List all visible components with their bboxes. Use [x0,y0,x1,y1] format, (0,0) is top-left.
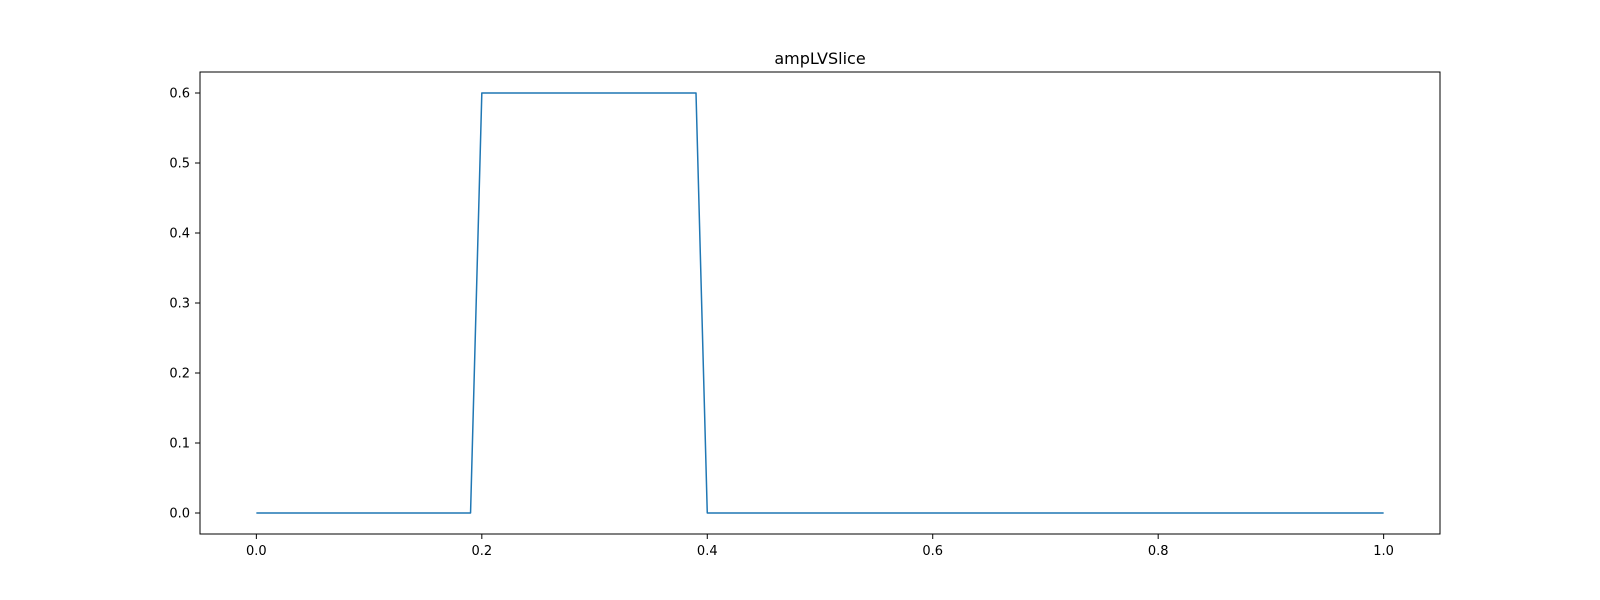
x-tick-label: 0.8 [1148,544,1169,559]
y-tick-label: 0.0 [169,507,190,522]
plot-area-frame [199,71,1441,535]
y-tick-label: 0.5 [169,157,190,172]
series-line [256,92,1384,514]
x-tick-label: 0.2 [471,544,492,559]
x-tick-label: 1.0 [1373,544,1394,559]
series-layer [256,92,1384,514]
x-axis: 0.0 0.2 0.4 0.6 0.8 1.0 [246,534,1394,559]
x-tick-label: 0.6 [922,544,943,559]
y-axis: 0.0 0.1 0.2 0.3 0.4 0.5 0.6 [169,87,200,522]
x-tick-label: 0.0 [246,544,267,559]
chart-title: ampLVSlice [774,49,865,68]
y-tick-label: 0.4 [169,227,190,242]
x-tick-label: 0.4 [697,544,718,559]
y-tick-label: 0.3 [169,297,190,312]
y-tick-label: 0.6 [169,87,190,102]
y-tick-label: 0.1 [169,437,190,452]
y-tick-label: 0.2 [169,367,190,382]
